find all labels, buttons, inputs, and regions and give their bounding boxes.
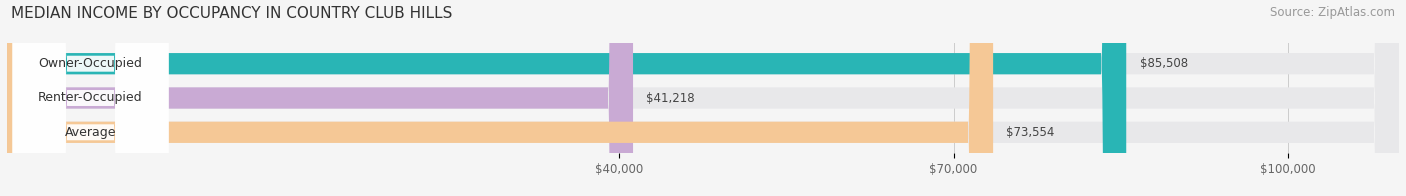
Text: Average: Average	[65, 126, 117, 139]
Text: Owner-Occupied: Owner-Occupied	[38, 57, 142, 70]
Text: Source: ZipAtlas.com: Source: ZipAtlas.com	[1270, 6, 1395, 19]
Text: $85,508: $85,508	[1140, 57, 1188, 70]
FancyBboxPatch shape	[7, 0, 1399, 196]
FancyBboxPatch shape	[13, 0, 169, 196]
FancyBboxPatch shape	[7, 0, 1399, 196]
FancyBboxPatch shape	[13, 0, 169, 196]
Text: $73,554: $73,554	[1007, 126, 1054, 139]
FancyBboxPatch shape	[7, 0, 1126, 196]
Text: Renter-Occupied: Renter-Occupied	[38, 92, 143, 104]
Text: MEDIAN INCOME BY OCCUPANCY IN COUNTRY CLUB HILLS: MEDIAN INCOME BY OCCUPANCY IN COUNTRY CL…	[11, 6, 453, 21]
FancyBboxPatch shape	[7, 0, 993, 196]
FancyBboxPatch shape	[13, 0, 169, 196]
FancyBboxPatch shape	[7, 0, 633, 196]
Text: $41,218: $41,218	[647, 92, 695, 104]
FancyBboxPatch shape	[7, 0, 1399, 196]
